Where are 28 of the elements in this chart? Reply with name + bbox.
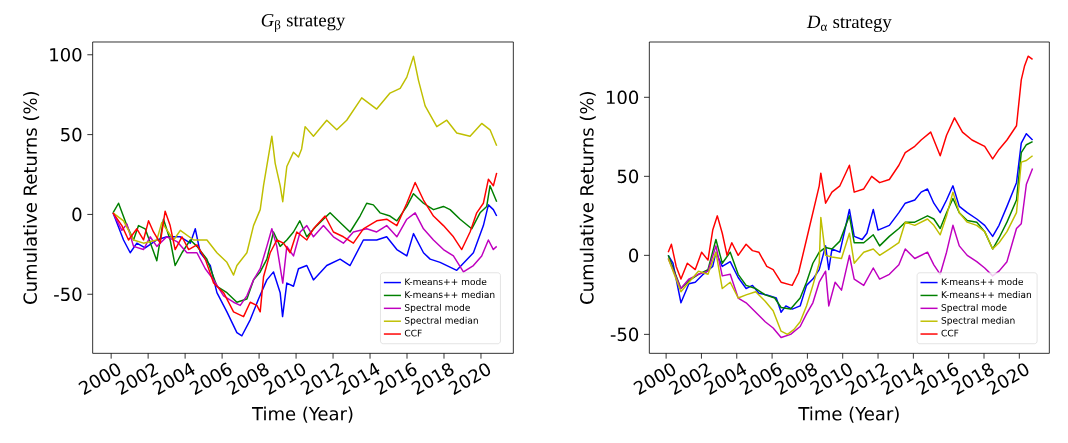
y-tick-label: 0 (72, 207, 82, 222)
y-axis-title: Cumulative Returns (%) (579, 91, 596, 304)
line-series (112, 184, 498, 303)
legend-label: K-means++ median (941, 290, 1031, 299)
y-tick-label: 50 (617, 169, 639, 184)
legend-label: CCF (404, 329, 422, 337)
y-axis-title: Cumulative Returns (%) (23, 91, 40, 304)
chart-title: D$_{α}$ strategy (806, 15, 892, 32)
y-tick-label: -50 (54, 287, 82, 302)
legend-label: K-means++ median (405, 290, 495, 299)
legend-label: Spectral median (941, 316, 1015, 326)
legend-label: Spectral mode (941, 303, 1007, 313)
y-tick-label: 100 (606, 90, 639, 105)
y-tick-label: 100 (50, 47, 82, 62)
legend-label: Spectral median (404, 316, 478, 326)
x-axis-title: Time (Year) (798, 406, 899, 423)
chart-title: G$_{β}$ strategy (261, 13, 346, 32)
legend-label: Spectral mode (404, 303, 470, 313)
line-series (112, 204, 498, 337)
line-series (112, 172, 498, 318)
y-tick-label: 50 (61, 127, 82, 142)
y-tick-label: 0 (629, 248, 639, 263)
legend-label: K-means++ mode (405, 278, 487, 286)
legend-label: K-means++ mode (941, 278, 1023, 286)
legend-label: CCF (941, 329, 959, 337)
line-series (112, 55, 498, 276)
x-axis-title: Time (Year) (251, 406, 353, 423)
y-tick-label: -50 (610, 327, 639, 342)
